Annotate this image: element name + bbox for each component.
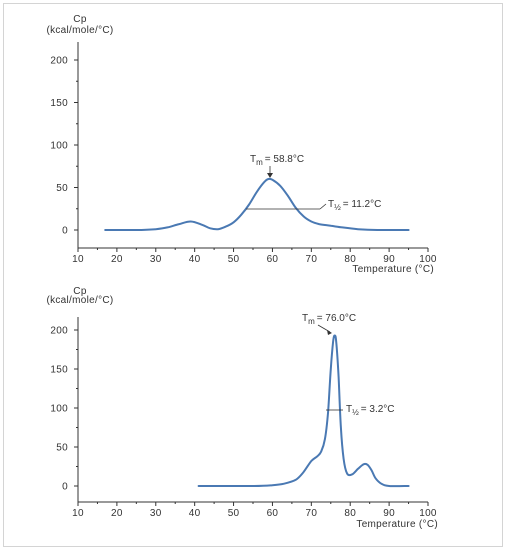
- t-half-annotation: T½ = 3.2°C: [326, 404, 395, 417]
- t-half-annotation-label: T½ = 3.2°C: [346, 404, 395, 417]
- tm-annotation: Tm = 76.0°C: [302, 313, 356, 335]
- tm-arrow-head: [267, 173, 273, 178]
- y-tick-label: 50: [56, 183, 68, 194]
- y-tick-label: 0: [62, 482, 68, 493]
- x-tick-label: 20: [111, 254, 123, 265]
- y-tick-label: 50: [56, 443, 68, 454]
- x-tick-label: 60: [267, 254, 279, 265]
- cp-curve: [104, 177, 410, 232]
- y-axis-title-line1: Cp: [73, 14, 87, 25]
- tm-annotation: Tm = 58.8°C: [250, 154, 304, 178]
- x-tick-label: 90: [383, 254, 395, 265]
- tm-annotation-label: Tm = 58.8°C: [250, 154, 304, 167]
- t-half-annotation-label: T½ = 11.2°C: [328, 199, 381, 212]
- x-tick-label: 30: [150, 254, 162, 265]
- x-tick-label: 70: [305, 508, 317, 519]
- x-tick-label: 30: [150, 508, 162, 519]
- x-tick-label: 80: [344, 508, 356, 519]
- y-tick-label: 100: [50, 141, 68, 152]
- tm-arrow-head: [327, 330, 332, 335]
- y-axis-title-line1: Cp: [73, 286, 87, 297]
- y-tick-label: 200: [50, 326, 68, 337]
- x-axis-title: Temperature (°C): [356, 519, 438, 530]
- x-tick-label: 90: [383, 508, 395, 519]
- x-tick-label: 80: [344, 254, 356, 265]
- x-tick-label: 40: [189, 508, 201, 519]
- axis-ticks: 10 20 30 40 50 60 70 80 90 100 0 50 100 150 200: [50, 326, 437, 520]
- y-tick-label: 150: [50, 365, 68, 376]
- y-tick-label: 200: [50, 56, 68, 67]
- x-tick-label: 60: [267, 508, 279, 519]
- x-tick-label: 10: [72, 254, 84, 265]
- y-tick-label: 100: [50, 404, 68, 415]
- t-half-leader-line: [319, 203, 327, 210]
- cp-curve: [197, 334, 410, 488]
- y-tick-label: 0: [62, 226, 68, 237]
- chart-top-dsc-thermogram: Cp (kcal/mole/°C) Temperature (°C) 10 20 3…: [46, 14, 437, 275]
- x-tick-label: 50: [228, 254, 240, 265]
- x-tick-label: 100: [419, 508, 437, 519]
- x-tick-label: 20: [111, 508, 123, 519]
- y-axis-title-line2: (kcal/mole/°C): [46, 25, 113, 36]
- x-tick-label: 100: [419, 254, 437, 265]
- x-tick-label: 70: [305, 254, 317, 265]
- tm-annotation-label: Tm = 76.0°C: [302, 313, 356, 326]
- t-half-annotation: T½ = 11.2°C: [246, 199, 381, 212]
- x-tick-label: 10: [72, 508, 84, 519]
- y-axis-title-line2: (kcal/mole/°C): [46, 295, 113, 306]
- x-axis-title: Temperature (°C): [352, 264, 434, 275]
- x-tick-label: 40: [189, 254, 201, 265]
- y-tick-label: 150: [50, 98, 68, 109]
- chart-bottom-dsc-thermogram: Cp (kcal/mole/°C) Temperature (°C) 10 20 3…: [46, 286, 438, 530]
- axis-ticks: 10 20 30 40 50 60 70 80 90 100 0 50 100 150 200: [50, 56, 437, 266]
- x-tick-label: 50: [228, 508, 240, 519]
